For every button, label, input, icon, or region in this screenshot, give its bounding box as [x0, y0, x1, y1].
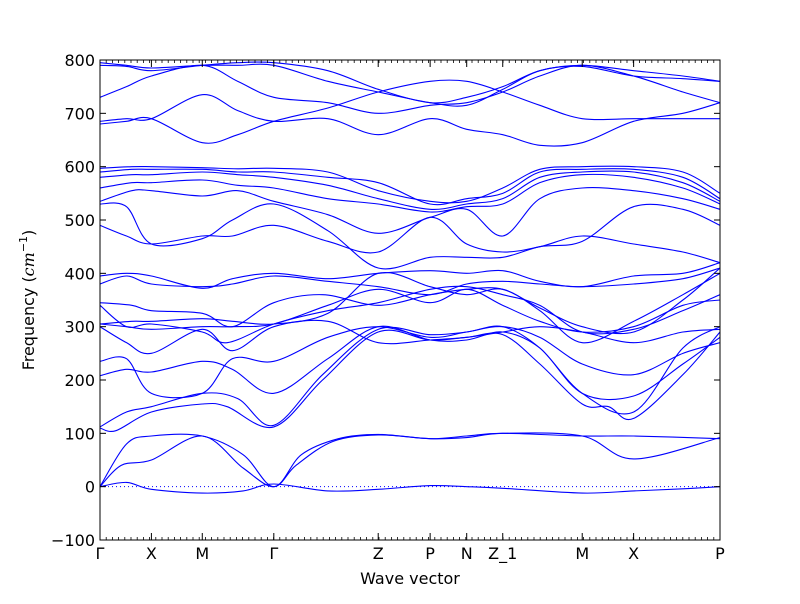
y-axis-title-exponent: −1	[17, 236, 30, 252]
y-tick-label: 200	[64, 371, 95, 390]
y-tick-label: −100	[51, 531, 95, 550]
y-tick-label: 500	[64, 211, 95, 230]
y-tick-label: 700	[64, 104, 95, 123]
phonon-band-21	[100, 165, 720, 204]
x-tick-label: M	[195, 544, 209, 563]
phonon-band-2	[100, 432, 720, 488]
phonon-band-8	[100, 319, 720, 355]
x-tick-label: X	[146, 544, 157, 563]
x-tick-label: N	[461, 544, 473, 563]
y-tick-label: 0	[85, 478, 95, 497]
x-axis-title: Wave vector	[360, 569, 460, 588]
x-tick-label: Γ	[96, 544, 105, 563]
x-tick-label: P	[425, 544, 435, 563]
y-tick-label: 100	[64, 424, 95, 443]
x-tick-label: P	[715, 544, 725, 563]
phonon-band-6	[100, 325, 720, 401]
phonon-band-10	[100, 271, 720, 344]
y-tick-label: 300	[64, 318, 95, 337]
x-tick-label: Z	[373, 544, 384, 563]
phonon-band-9	[100, 288, 720, 333]
phonon-band-20	[100, 168, 720, 206]
y-axis-title-prefix: Frequency (	[19, 276, 38, 370]
y-axis-title: Frequency (cm−1)	[17, 230, 38, 371]
y-axis-title-unit: cm	[19, 252, 38, 276]
phonon-band-19	[100, 170, 720, 210]
y-tick-label: 400	[64, 264, 95, 283]
x-tick-label: Γ	[269, 544, 278, 563]
phonon-band-12	[100, 267, 720, 335]
phonon-band-5	[100, 325, 720, 428]
phonon-band-13	[100, 267, 720, 296]
x-tick-label: X	[628, 544, 639, 563]
phonon-band-7	[100, 326, 720, 399]
phonon-band-15	[100, 216, 720, 264]
phonon-band-26	[100, 62, 720, 107]
phonon-band-22	[100, 79, 720, 144]
x-tick-label: Z_1	[488, 544, 517, 564]
phonon-band-1	[100, 481, 720, 494]
x-tick-label: M	[575, 544, 589, 563]
phonon-band-16	[100, 202, 720, 270]
phonon-band-24	[100, 64, 720, 114]
phonon-band-3	[100, 432, 720, 488]
phonon-band-4	[100, 329, 720, 432]
y-tick-label: 800	[64, 51, 95, 70]
phonon-band-18	[100, 173, 720, 213]
phonon-band-14	[100, 262, 720, 289]
phonon-band-23	[100, 94, 720, 147]
phonon-band-17	[100, 187, 720, 237]
y-axis-title-suffix: )	[19, 230, 38, 236]
phonon-band-11	[100, 285, 720, 344]
y-tick-label: 600	[64, 158, 95, 177]
